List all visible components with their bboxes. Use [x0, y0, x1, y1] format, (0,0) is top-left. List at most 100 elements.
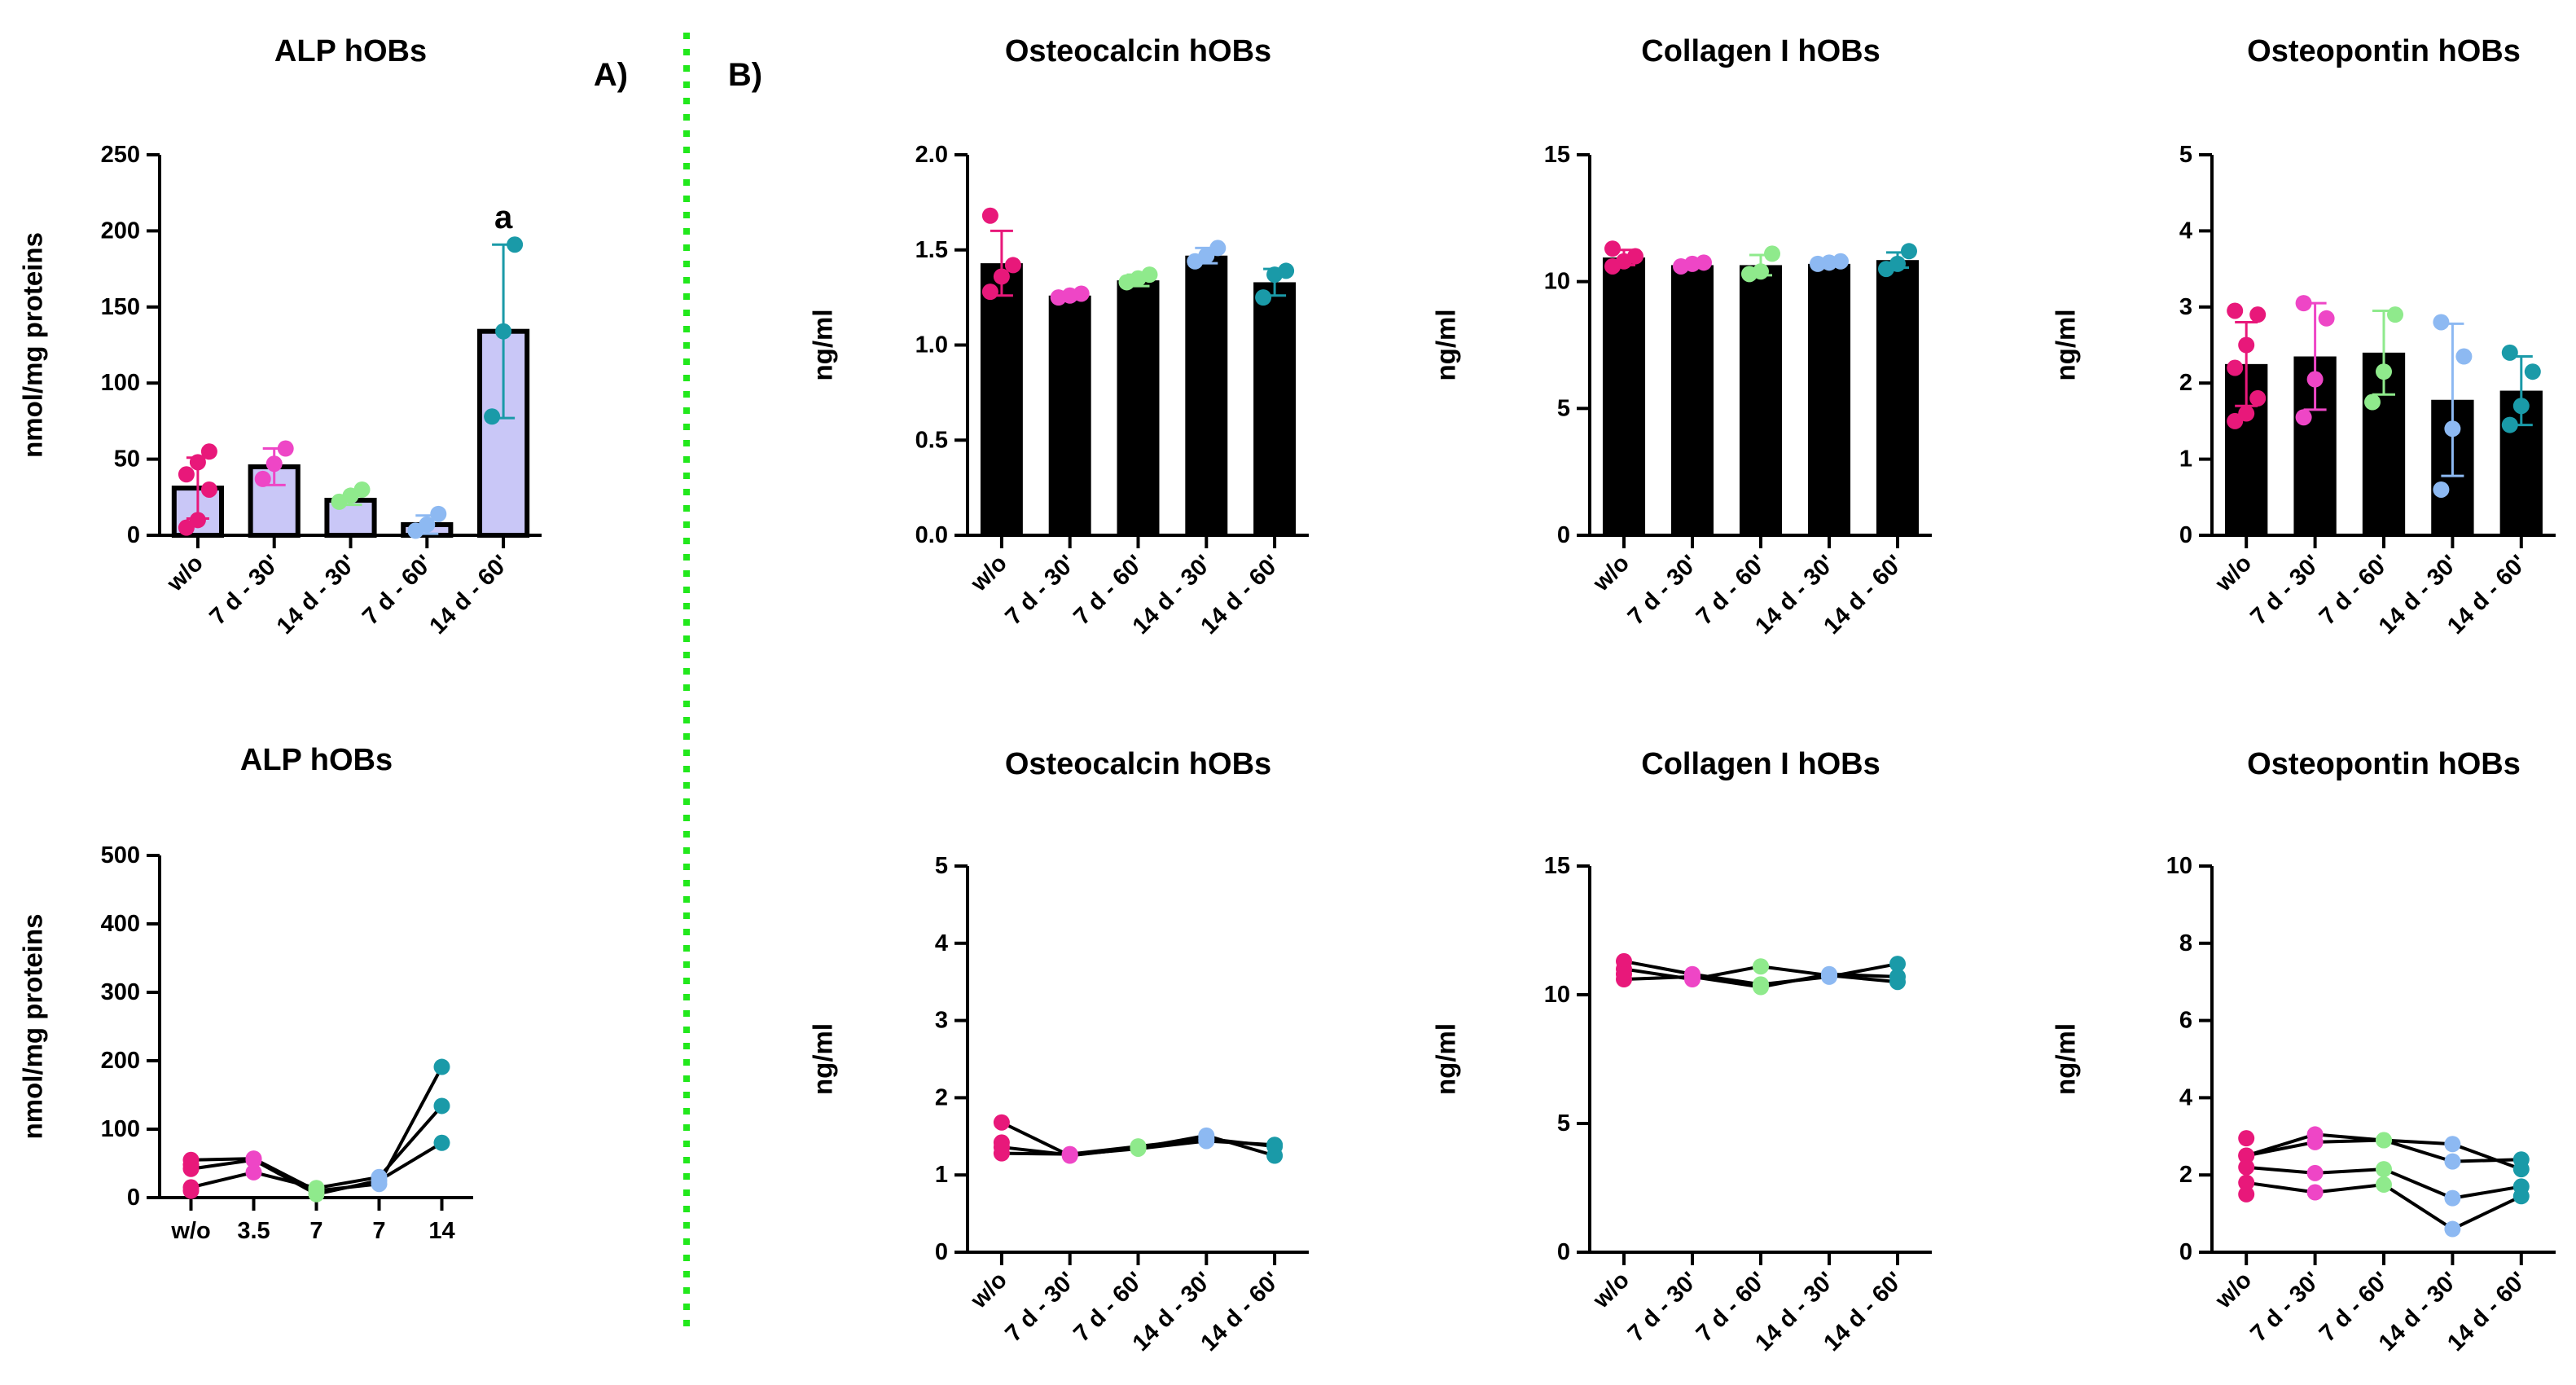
data-point	[200, 481, 217, 498]
data-point	[2295, 409, 2312, 426]
data-point	[371, 1168, 388, 1185]
data-point	[2444, 1136, 2461, 1153]
data-point	[981, 284, 998, 301]
y-tick-label: 1.0	[915, 332, 948, 358]
data-point	[993, 1134, 1010, 1151]
y-axis-label: ng/ml	[1431, 1023, 1461, 1095]
y-tick-label: 10	[1544, 269, 1570, 295]
chart-title: Collagen I hOBs	[1641, 34, 1880, 68]
bar	[1048, 295, 1091, 535]
data-point	[1004, 257, 1021, 274]
data-point	[1764, 245, 1780, 262]
data-point	[189, 454, 206, 471]
chart-alp_line: ALP hOBs nmol/mg proteins 0 100 200 300 400 500…	[18, 743, 473, 1244]
data-point	[1753, 978, 1769, 996]
x-tick-label: 7	[372, 1218, 385, 1244]
x-tick-label: w/o	[965, 550, 1012, 597]
y-tick-label: 400	[101, 911, 140, 937]
x-tick-label: w/o	[2210, 550, 2258, 597]
data-point	[1684, 968, 1701, 985]
y-tick-label: 2	[935, 1084, 948, 1110]
data-point	[2512, 398, 2530, 415]
series-line	[191, 1105, 444, 1190]
y-axis-label: ng/ml	[2051, 1023, 2081, 1095]
y-tick-label: 1	[935, 1162, 948, 1188]
data-point	[2387, 306, 2403, 323]
bar	[1117, 280, 1160, 535]
data-point	[1696, 254, 1712, 271]
x-tick-label: 14 d - 60'	[424, 550, 514, 640]
data-point	[178, 466, 195, 483]
y-tick-label: 200	[101, 1048, 140, 1074]
x-tick-label: 7 d - 30'	[1623, 1267, 1703, 1347]
data-point	[2238, 1159, 2255, 1176]
data-point	[2238, 1147, 2255, 1164]
data-point	[2455, 348, 2473, 365]
data-point	[1889, 956, 1906, 973]
data-point	[2227, 359, 2244, 376]
data-point	[2249, 389, 2267, 407]
significance-annotation: a	[494, 200, 513, 235]
y-tick-label: 10	[1544, 982, 1570, 1008]
data-point	[1901, 243, 1917, 260]
x-tick-label: 7 d - 30'	[1623, 550, 1703, 630]
x-tick-label: 3.5	[237, 1218, 270, 1244]
data-point	[2306, 1164, 2324, 1181]
data-point	[433, 1097, 450, 1115]
data-point	[484, 408, 501, 425]
y-axis-label: nmol/mg proteins	[18, 914, 48, 1140]
chart-title: ALP hOBs	[274, 34, 427, 68]
data-point	[2376, 1161, 2392, 1178]
data-point	[1266, 1138, 1284, 1155]
y-axis-label: ng/ml	[1431, 310, 1461, 381]
data-point	[189, 512, 206, 529]
chart-alp_bar: ALP hOBs nmol/mg proteins 0 50 100 150 200 250 w…	[18, 34, 542, 640]
data-point	[2238, 1130, 2255, 1147]
bar	[1876, 260, 1920, 535]
data-point	[430, 505, 447, 522]
y-tick-label: 250	[101, 142, 140, 168]
y-tick-label: 0.5	[915, 427, 948, 453]
y-tick-label: 500	[101, 842, 140, 868]
data-point	[1141, 266, 1158, 284]
data-point	[2433, 314, 2450, 331]
chart-title: Osteopontin hOBs	[2247, 34, 2521, 68]
x-tick-label: w/o	[2210, 1267, 2258, 1314]
bar	[1807, 263, 1851, 535]
data-point	[993, 268, 1010, 285]
data-point	[1627, 248, 1643, 265]
data-point	[2238, 405, 2255, 422]
y-tick-label: 0.0	[915, 522, 948, 548]
y-tick-label: 5	[1557, 395, 1570, 421]
y-tick-label: 4	[2179, 218, 2192, 244]
x-tick-label: 7 d - 30'	[204, 550, 284, 630]
data-point	[1889, 255, 1906, 272]
data-point	[1753, 958, 1769, 975]
data-point	[265, 455, 283, 473]
x-tick-label: w/o	[170, 1218, 210, 1244]
data-point	[2501, 344, 2518, 361]
data-point	[2249, 306, 2267, 323]
data-point	[2318, 310, 2335, 327]
data-point	[981, 207, 998, 224]
data-point	[182, 1182, 200, 1199]
series-line	[191, 1066, 444, 1193]
data-point	[1073, 285, 1090, 302]
y-tick-label: 3	[2179, 294, 2192, 320]
y-tick-label: 2.0	[915, 142, 948, 168]
data-point	[2444, 1153, 2461, 1170]
y-tick-label: 0	[127, 522, 140, 548]
y-tick-label: 4	[935, 930, 948, 956]
data-point	[507, 236, 524, 253]
y-tick-label: 0	[1557, 1239, 1570, 1265]
data-point	[2501, 416, 2518, 433]
x-tick-label: 7 d - 60'	[358, 550, 437, 630]
x-tick-label: 7 d - 30'	[1000, 550, 1080, 630]
x-tick-label: 7 d - 30'	[2245, 550, 2325, 630]
y-axis-label: ng/ml	[808, 310, 838, 381]
chart-title: Osteopontin hOBs	[2247, 747, 2521, 781]
